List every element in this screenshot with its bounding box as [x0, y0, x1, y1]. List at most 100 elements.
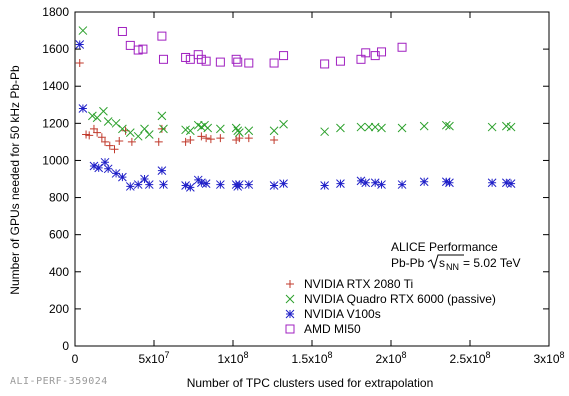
data-point: [157, 111, 167, 121]
x-tick-label: 0: [72, 352, 79, 366]
data-point: [181, 52, 191, 62]
data-point: [185, 54, 195, 64]
y-tick-label: 400: [49, 265, 69, 279]
data-point: [127, 137, 136, 146]
data-point: [158, 54, 168, 64]
data-point: [445, 121, 454, 131]
y-tick-label: 1200: [42, 116, 69, 130]
annotation: ALICE Performance Pb-Pb s NN = 5.02 TeV: [391, 240, 521, 272]
data-point: [269, 58, 279, 68]
y-tick-label: 1600: [42, 42, 69, 56]
data-point: [487, 178, 497, 188]
data-point: [336, 179, 345, 188]
x-tick-label: 2x108: [375, 350, 406, 366]
data-point: [100, 157, 110, 167]
data-point: [196, 54, 206, 64]
data-point: [110, 145, 119, 154]
data-point: [133, 45, 143, 55]
data-point: [118, 124, 127, 134]
data-point: [445, 178, 454, 188]
legend-marker: [285, 324, 295, 334]
data-point: [197, 178, 206, 188]
data-point: [361, 48, 371, 58]
x-tick-label: 5x107: [138, 350, 169, 366]
data-point: [335, 56, 345, 66]
data-point: [157, 166, 167, 176]
y-tick-label: 200: [49, 302, 69, 316]
annotation-nn: NN: [446, 262, 459, 272]
data-point: [419, 121, 429, 131]
data-point: [377, 180, 386, 189]
x-tick-label: 2.5x108: [449, 350, 490, 366]
data-point: [93, 128, 102, 137]
data-point: [99, 106, 108, 116]
data-point: [154, 137, 163, 146]
data-point: [279, 179, 288, 188]
data-point: [138, 44, 148, 54]
data-point: [140, 124, 149, 134]
data-point: [441, 120, 451, 130]
data-point: [356, 176, 366, 186]
data-point: [185, 182, 195, 192]
data-point: [117, 26, 127, 36]
figure-id-tag: ALI-PERF-359024: [10, 376, 108, 387]
data-point: [201, 56, 211, 66]
data-point: [235, 134, 244, 143]
y-tick-label: 800: [49, 191, 69, 205]
data-point: [133, 131, 143, 141]
data-point: [125, 128, 135, 137]
data-point: [97, 133, 106, 142]
data-point: [105, 141, 114, 150]
data-point: [231, 54, 241, 64]
series-4: [117, 26, 407, 69]
x-axis-label: Number of TPC clusters used for extrapol…: [187, 376, 434, 390]
data-point: [397, 42, 407, 52]
annotation-energy: = 5.02 TeV: [463, 256, 521, 270]
data-point: [159, 124, 168, 134]
data-point: [364, 122, 374, 132]
data-point: [75, 59, 84, 68]
data-point: [397, 123, 407, 133]
legend-label: NVIDIA Quadro RTX 6000 (passive): [304, 292, 496, 306]
data-point: [89, 161, 99, 171]
data-point: [279, 119, 288, 129]
data-point: [201, 179, 211, 188]
data-point: [320, 127, 329, 137]
x-tick-label: 1.5x108: [291, 350, 332, 366]
data-point: [206, 135, 215, 144]
data-point: [88, 111, 97, 121]
x-tick-label: 3x108: [533, 350, 564, 366]
data-point: [397, 180, 407, 189]
data-point: [125, 40, 135, 50]
data-point: [111, 169, 121, 178]
data-point: [377, 123, 386, 133]
data-point: [85, 131, 94, 140]
sqrt-sign: [427, 254, 464, 270]
data-point: [320, 59, 330, 69]
data-point: [133, 180, 143, 189]
data-point: [159, 180, 168, 189]
data-point: [269, 181, 279, 190]
data-point: [270, 136, 279, 145]
data-point: [506, 122, 516, 132]
data-point: [144, 180, 154, 189]
annotation-s: s: [439, 256, 445, 270]
annotation-line2: Pb-Pb: [391, 256, 425, 270]
data-point: [370, 178, 380, 188]
data-point: [320, 181, 329, 190]
data-point: [125, 182, 135, 191]
series-2: [78, 26, 516, 141]
y-axis-title: Number of GPUs needed for 50 kHz Pb-Pb: [8, 65, 22, 295]
data-point: [234, 128, 244, 137]
data-point: [244, 58, 254, 68]
annotation-line1: ALICE Performance: [391, 240, 498, 254]
data-point: [336, 123, 345, 133]
legend-marker: [286, 280, 294, 288]
series-3: [75, 40, 516, 192]
data-point: [506, 179, 516, 188]
data-point: [361, 178, 371, 188]
data-point: [216, 124, 225, 134]
legend-label: AMD MI50: [304, 322, 361, 336]
